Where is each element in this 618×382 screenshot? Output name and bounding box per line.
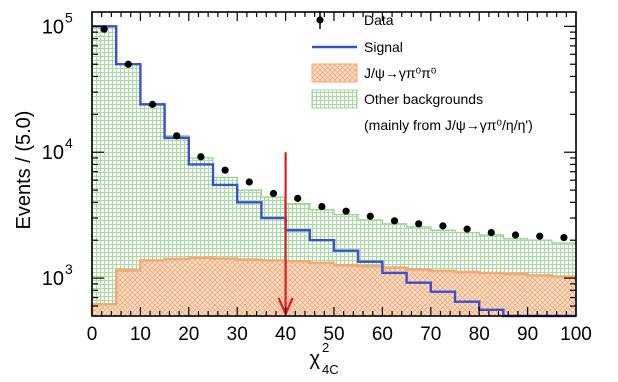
bar-jpsi-gpi0pi0	[164, 258, 189, 316]
bar-jpsi-gpi0pi0	[188, 257, 213, 316]
bar-jpsi-gpi0pi0	[455, 271, 480, 316]
y-tick-exponent: 5	[65, 9, 73, 25]
x-tick-label: 40	[275, 324, 296, 345]
legend-label-data: Data	[364, 12, 394, 28]
y-tick-label: 10	[42, 142, 64, 164]
bar-jpsi-gpi0pi0	[309, 262, 334, 316]
x-tick-label: 30	[227, 324, 248, 345]
data-point	[173, 132, 181, 140]
legend-entry-jpsi-gpi0pi0: J/ψ→γπ⁰π⁰	[311, 63, 437, 83]
bar-jpsi-gpi0pi0	[116, 270, 141, 316]
data-point	[536, 232, 544, 240]
x-tick-label: 100	[560, 324, 592, 345]
data-point	[197, 153, 205, 161]
bar-jpsi-gpi0pi0	[334, 265, 359, 316]
legend-entry-signal: Signal	[312, 39, 403, 55]
legend-label-jpsi-gpi0pi0: J/ψ→γπ⁰π⁰	[364, 65, 437, 81]
x-tick-label: 10	[130, 324, 151, 345]
bar-jpsi-gpi0pi0	[358, 266, 383, 316]
data-point	[415, 220, 423, 228]
data-point	[318, 202, 326, 211]
data-point	[294, 194, 302, 202]
legend: Data Signal J/ψ→γπ⁰π⁰ Other backgrounds …	[311, 11, 533, 133]
x-tick-label: 70	[420, 324, 441, 345]
y-tick-exponent: 4	[65, 135, 73, 151]
bar-jpsi-gpi0pi0	[140, 260, 165, 316]
data-point	[511, 231, 520, 239]
x-tick-label: 0	[87, 324, 98, 345]
x-axis-label-sup: 2	[322, 340, 329, 355]
legend-label-signal: Signal	[364, 39, 403, 55]
data-point	[221, 166, 229, 174]
data-point	[124, 60, 132, 68]
data-point	[148, 100, 157, 108]
y-tick-exponent: 3	[65, 261, 73, 277]
data-point	[439, 222, 447, 230]
data-point	[342, 207, 350, 215]
x-tick-label: 50	[323, 324, 344, 345]
legend-entry-other-backgrounds: Other backgrounds	[311, 89, 483, 109]
outline-jpsi-gpi0pi0	[90, 256, 576, 316]
y-axis-label: Events / (5.0)	[13, 111, 35, 230]
data-point	[560, 233, 568, 242]
legend-entry-data: Data	[316, 11, 394, 29]
legend-label-note: (mainly from J/ψ→γπ⁰/η/η')	[364, 117, 533, 133]
x-axis-label-main: χ	[310, 348, 321, 370]
y-tick-label: 10	[42, 268, 64, 290]
bar-jpsi-gpi0pi0	[551, 276, 576, 316]
x-axis-label: χ 2 4C	[310, 340, 339, 377]
data-point	[100, 25, 108, 33]
x-tick-label: 60	[372, 324, 393, 345]
bar-jpsi-gpi0pi0	[213, 258, 238, 316]
x-tick-label: 20	[178, 324, 199, 345]
bar-jpsi-gpi0pi0	[382, 267, 407, 316]
bar-jpsi-gpi0pi0	[237, 259, 262, 316]
legend-label-other-backgrounds: Other backgrounds	[364, 91, 483, 107]
x-axis-label-sub: 4C	[322, 362, 339, 377]
data-point	[463, 225, 471, 233]
data-point	[390, 217, 399, 225]
bar-jpsi-gpi0pi0	[430, 270, 455, 316]
data-point	[269, 189, 278, 198]
x-tick-label: 80	[469, 324, 490, 345]
x-tick-label: 90	[517, 324, 538, 345]
signal-line	[92, 25, 576, 318]
bar-jpsi-gpi0pi0	[92, 304, 117, 316]
bar-jpsi-gpi0pi0	[503, 273, 528, 316]
data-point	[487, 228, 495, 237]
bar-jpsi-gpi0pi0	[527, 275, 552, 316]
data-point	[366, 212, 374, 220]
data-point	[245, 178, 253, 186]
y-tick-label: 10	[42, 16, 64, 38]
bar-jpsi-gpi0pi0	[406, 269, 431, 316]
